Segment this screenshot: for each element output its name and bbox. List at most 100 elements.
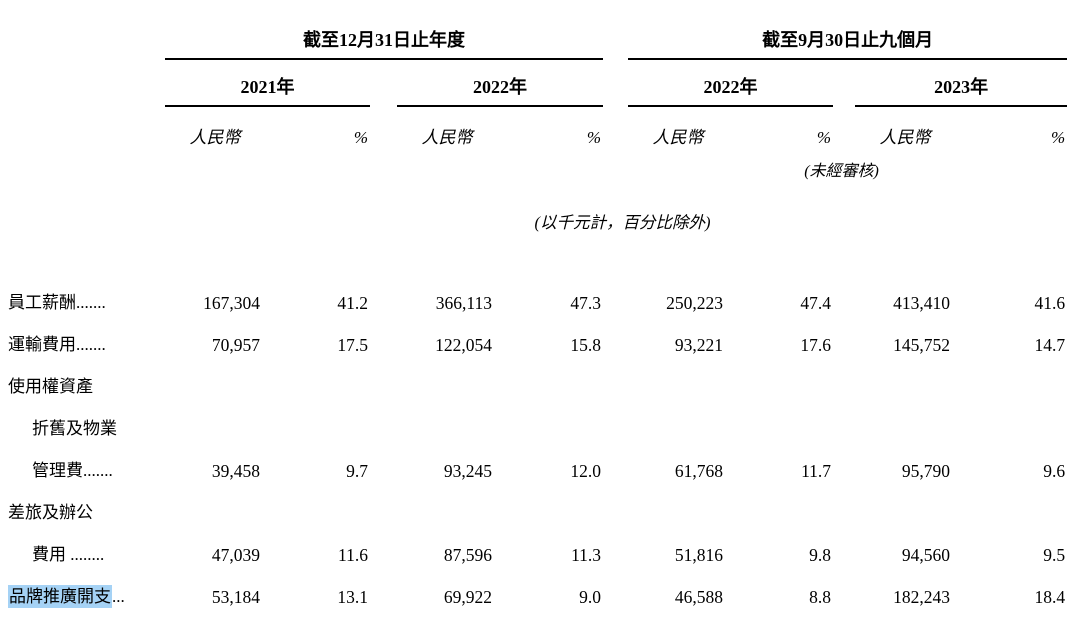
row-label: 運輸費用....... — [8, 335, 106, 355]
spacer — [165, 403, 1080, 445]
cell-value: 27,824 — [165, 613, 265, 618]
cell-percent: 15.8 — [570, 334, 602, 355]
cell-value: 366,113 — [435, 292, 492, 313]
spacer — [1067, 613, 1080, 618]
spacer — [955, 154, 1067, 185]
spacer — [0, 240, 1080, 277]
table-row-right-of-use-line2: 折舊及物業 — [0, 403, 1080, 445]
spacer — [833, 529, 855, 571]
currency-header: 人民幣 — [421, 128, 473, 148]
spacer — [1067, 319, 1080, 361]
cell-percent: 11.7 — [801, 460, 832, 481]
year-header-2023: 2023年 — [855, 59, 1068, 107]
period-header-nine-month: 截至9月30日止九個月 — [628, 0, 1068, 60]
table-row-staff-costs: 員工薪酬....... 167,304 41.2 366,113 47.3 25… — [0, 277, 1080, 319]
cell-value: 250,223 — [666, 292, 724, 313]
cell-value: 413,410 — [893, 292, 951, 313]
selection-highlight: 品牌推廣開支 — [8, 585, 112, 609]
spacer — [370, 445, 397, 487]
spacer — [370, 571, 397, 613]
table-row-brand-promotion: 品牌推廣開支... 53,184 13.1 69,922 9.0 46,588 … — [0, 571, 1080, 613]
table-row-others: 其他 .......... 27,824 6.9 35,501 4.6 24,5… — [0, 613, 1080, 618]
percent-header: % — [586, 128, 602, 148]
cell-percent: 11.3 — [571, 544, 602, 565]
spacer — [0, 0, 165, 59]
cell-percent: 9.6 — [1043, 460, 1066, 481]
cell-value: 145,752 — [893, 334, 951, 355]
cell-value: 94,560 — [901, 544, 951, 565]
table-row-transport-costs: 運輸費用....... 70,957 17.5 122,054 15.8 93,… — [0, 319, 1080, 361]
table-row-travel-office-expenses: 費用 ........ 47,039 11.6 87,596 11.3 51,8… — [0, 529, 1080, 571]
spacer — [833, 106, 855, 154]
cell-percent: 12.0 — [570, 460, 602, 481]
cell-value: 53,184 — [211, 586, 260, 607]
spacer — [603, 106, 628, 154]
row-label: 差旅及辦公 — [8, 503, 93, 523]
cell-percent: 14.7 — [1034, 334, 1066, 355]
cell-percent: 9.5 — [1043, 544, 1066, 565]
spacer — [0, 106, 165, 154]
cell-percent: 6.9 — [265, 613, 370, 618]
period-header-annual: 截至12月31日止年度 — [165, 0, 604, 60]
spacer — [1067, 154, 1080, 185]
percent-header: % — [816, 128, 832, 148]
cell-value: 47,039 — [211, 544, 260, 565]
cell-percent: 41.2 — [337, 292, 368, 313]
year-header-2022: 2022年 — [397, 59, 604, 107]
spacer — [0, 154, 165, 185]
cell-value: 35,501 — [397, 613, 497, 618]
cell-percent: 47.4 — [800, 292, 832, 313]
cell-value: 51,816 — [674, 544, 724, 565]
unaudited-row: (未經審核) — [0, 154, 1080, 185]
row-label: 使用權資產 — [8, 377, 93, 397]
spacer — [1067, 0, 1080, 59]
spacer — [165, 487, 1080, 529]
spacer — [165, 154, 628, 185]
unaudited-note: (未經審核) — [804, 163, 879, 181]
cell-value: 167,304 — [203, 292, 260, 313]
percent-header: % — [1050, 128, 1066, 148]
spacer — [1067, 571, 1080, 613]
spacer — [628, 154, 728, 185]
percent-header: % — [353, 128, 368, 148]
spacer — [1067, 59, 1080, 106]
row-label: 費用 ........ — [32, 545, 105, 565]
row-label: 品牌推廣開支... — [0, 571, 165, 613]
year-header-row: 2021年 2022年 2022年 2023年 — [0, 59, 1080, 107]
cell-value: 46,588 — [674, 586, 724, 607]
units-note-row: (以千元計，百分比除外) — [0, 185, 1080, 240]
cell-percent: 4.7 — [728, 613, 833, 618]
table-row-right-of-use-line1: 使用權資產 — [0, 361, 1080, 403]
year-header-2022-9m: 2022年 — [628, 59, 834, 107]
spacer — [603, 571, 628, 613]
spacer — [833, 277, 855, 319]
units-note: (以千元計，百分比除外) — [534, 212, 711, 232]
spacer — [370, 319, 397, 361]
cell-percent: 13.1 — [337, 586, 368, 607]
cell-percent: 8.8 — [809, 586, 832, 607]
year-header-2021: 2021年 — [165, 59, 370, 107]
spacer — [603, 445, 628, 487]
spacer — [1067, 277, 1080, 319]
spacer — [833, 319, 855, 361]
cell-percent: 9.7 — [346, 460, 368, 481]
period-header-row: 截至12月31日止年度 截至9月30日止九個月 — [0, 0, 1080, 60]
spacer — [370, 106, 397, 154]
spacer — [833, 59, 855, 106]
spacer — [370, 277, 397, 319]
cell-value: 122,054 — [435, 334, 492, 355]
currency-header: 人民幣 — [189, 128, 241, 148]
spacer — [0, 59, 165, 106]
spacer — [603, 277, 628, 319]
spacer — [370, 529, 397, 571]
column-label-row: 人民幣 % 人民幣 % 人民幣 % 人民幣 % — [0, 106, 1080, 154]
cell-value: 61,768 — [674, 460, 724, 481]
cell-percent: 17.5 — [337, 334, 368, 355]
row-label: 管理費....... — [32, 461, 113, 481]
cell-value: 39,458 — [211, 460, 260, 481]
table-row-management-fee: 管理費....... 39,458 9.7 93,245 12.0 61,768… — [0, 445, 1080, 487]
cell-value: 93,245 — [443, 460, 492, 481]
spacer — [603, 319, 628, 361]
cell-percent: 17.6 — [800, 334, 832, 355]
